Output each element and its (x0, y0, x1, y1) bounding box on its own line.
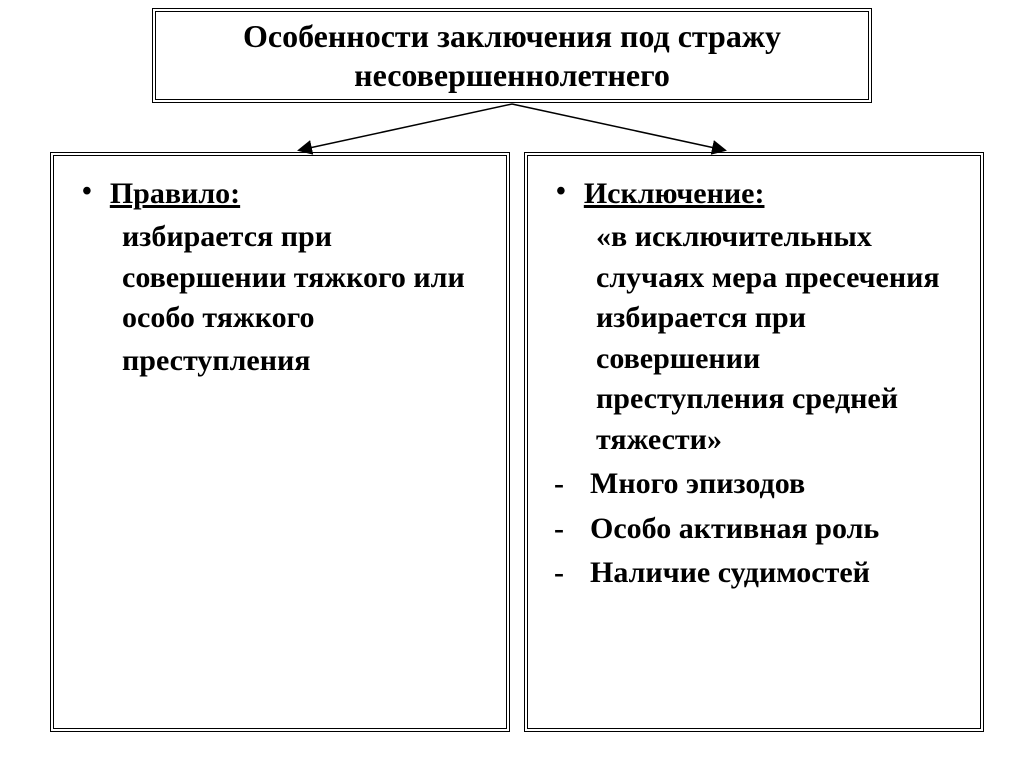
right-panel: • Исключение: «в исключительных случаях … (524, 152, 984, 732)
dash-row-3: - Наличие судимостей (548, 553, 960, 594)
bullet-icon: • (556, 174, 566, 210)
dash-text-1: Много эпизодов (590, 464, 960, 505)
title-box: Особенности заключения под стражу несове… (152, 8, 872, 103)
dash-text-2: Особо активная роль (590, 509, 960, 550)
left-body-2: преступления (122, 341, 476, 382)
dash-icon: - (554, 553, 564, 594)
left-body-1: избирается при совершении тяжкого или ос… (122, 217, 476, 339)
bullet-icon: • (82, 174, 92, 210)
dash-text-3: Наличие судимостей (590, 553, 960, 594)
left-heading: Правило: (110, 174, 240, 213)
right-body: «в исключительных случаях мера пресечени… (596, 217, 950, 460)
dash-icon: - (554, 509, 564, 550)
left-heading-row: • Правило: (74, 174, 486, 213)
title-text: Особенности заключения под стражу несове… (176, 17, 848, 94)
dash-row-2: - Особо активная роль (548, 509, 960, 550)
right-heading: Исключение: (584, 174, 765, 213)
dash-row-1: - Много эпизодов (548, 464, 960, 505)
right-heading-row: • Исключение: (548, 174, 960, 213)
left-panel: • Правило: избирается при совершении тяж… (50, 152, 510, 732)
dash-icon: - (554, 464, 564, 505)
arrow-right (512, 104, 724, 150)
arrow-left (300, 104, 512, 150)
